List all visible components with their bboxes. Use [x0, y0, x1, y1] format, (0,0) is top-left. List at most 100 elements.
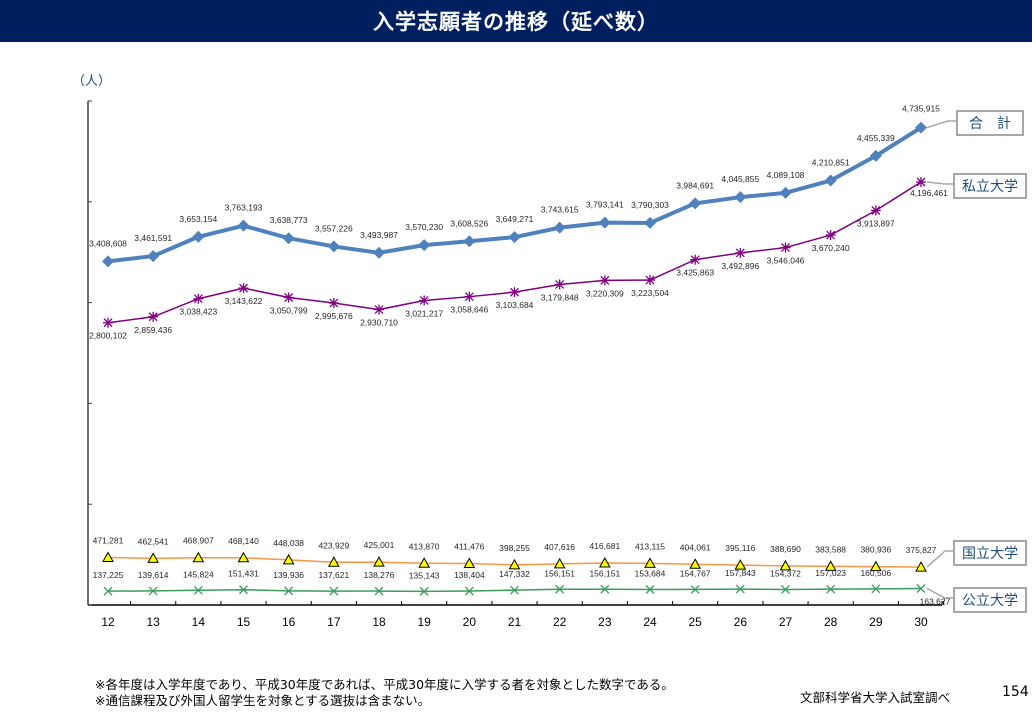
data-point-national: [463, 557, 476, 569]
data-label-private: 3,103,684: [496, 300, 534, 310]
data-label-total: 4,210,851: [812, 158, 850, 168]
data-label-public: 157,843: [725, 568, 756, 578]
data-label-national: 468,907: [183, 536, 214, 546]
page-title: 入学志願者の推移（延べ数）: [373, 10, 659, 34]
data-label-total: 3,793,141: [586, 200, 624, 210]
data-point-public: [690, 584, 700, 594]
data-label-total: 3,653,154: [179, 214, 217, 224]
data-label-public: 160,506: [860, 568, 891, 578]
leader-line-national: [926, 550, 953, 568]
data-label-public: 135,143: [409, 570, 440, 580]
legend-label-national: 国立大学: [953, 540, 1027, 566]
data-label-private: 4,196,461: [910, 188, 948, 198]
data-label-national: 388,690: [770, 544, 801, 554]
x-tick-label: 25: [688, 615, 702, 629]
x-tick-label: 28: [824, 615, 838, 629]
data-label-private: 2,930,710: [360, 318, 398, 328]
data-label-private: 2,859,436: [134, 325, 172, 335]
data-point-national: [915, 561, 927, 572]
data-label-private: 3,913,897: [857, 218, 895, 228]
data-label-national: 380,936: [860, 545, 891, 555]
data-point-national: [598, 556, 611, 568]
data-point-total: [373, 246, 385, 259]
data-point-public: [555, 584, 565, 594]
data-label-public: 154,767: [680, 568, 711, 578]
data-point-national: [373, 556, 385, 567]
data-label-national: 411,476: [454, 542, 484, 552]
data-point-public: [193, 585, 203, 595]
data-label-national: 375,827: [906, 545, 937, 555]
data-point-public: [239, 585, 248, 595]
data-label-national: 413,870: [409, 541, 440, 551]
data-point-public: [284, 586, 294, 596]
data-point-total: [644, 216, 656, 229]
data-point-national: [192, 551, 205, 563]
data-point-total: [147, 250, 160, 263]
data-label-private: 3,038,423: [179, 307, 217, 317]
data-point-public: [916, 584, 926, 593]
data-label-private: 3,546,046: [767, 256, 805, 266]
header-bar: 入学志願者の推移（延べ数）: [0, 0, 1032, 42]
data-label-public: 163,627: [920, 597, 951, 607]
data-point-total: [734, 191, 747, 204]
data-label-total: 4,089,108: [767, 170, 805, 180]
data-label-total: 3,608,526: [450, 218, 488, 228]
data-point-national: [418, 557, 431, 568]
data-label-public: 139,614: [138, 570, 169, 580]
leader-line-private: [926, 181, 953, 185]
data-point-total: [689, 197, 702, 210]
data-point-public: [419, 586, 429, 596]
data-label-total: 4,735,915: [902, 104, 940, 114]
data-point-public: [374, 586, 384, 596]
data-label-private: 3,021,217: [405, 308, 443, 318]
data-label-public: 145,824: [183, 569, 214, 579]
data-label-national: 413,115: [635, 541, 665, 551]
x-tick-label: 21: [508, 615, 522, 629]
data-label-private: 3,492,896: [721, 261, 759, 271]
data-label-national: 471,281: [93, 535, 124, 545]
data-label-private: 3,223,504: [631, 288, 669, 298]
data-label-national: 425,001: [364, 540, 395, 550]
data-point-public: [329, 586, 339, 596]
data-label-private: 3,143,622: [225, 296, 263, 306]
data-point-public: [781, 584, 790, 594]
data-label-private: 3,220,309: [586, 288, 624, 298]
footnote-1: ※各年度は入学年度であり、平成30年度であれば、平成30年度に入学する者を対象と…: [95, 677, 674, 692]
data-label-total: 3,763,193: [225, 203, 263, 213]
x-tick-label: 27: [779, 615, 793, 629]
data-label-private: 3,058,646: [450, 305, 488, 315]
data-point-total: [192, 230, 205, 243]
legend-label-public: 公立大学: [953, 587, 1027, 613]
data-label-private: 3,425,863: [676, 268, 714, 278]
data-label-public: 153,684: [635, 569, 666, 579]
data-label-national: 416,681: [589, 541, 620, 551]
data-point-total: [779, 186, 792, 199]
data-label-private: 2,995,676: [315, 311, 353, 321]
x-tick-label: 24: [643, 615, 657, 629]
data-label-private: 3,670,240: [812, 243, 850, 253]
data-point-national: [869, 560, 882, 572]
data-point-total: [102, 255, 114, 268]
data-label-private: 2,800,102: [89, 331, 127, 341]
footnote-2: ※通信課程及び外国人留学生を対象とする選抜は含まない。: [95, 693, 431, 708]
footnotes: ※各年度は入学年度であり、平成30年度であれば、平成30年度に入学する者を対象と…: [95, 677, 674, 709]
data-point-public: [148, 586, 158, 596]
data-label-national: 398,255: [499, 543, 530, 553]
data-point-public: [735, 584, 745, 594]
source-note: 文部科学省大学入試室調べ: [800, 690, 951, 705]
data-label-national: 395,116: [725, 543, 755, 553]
data-label-public: 137,621: [318, 570, 349, 580]
data-point-total: [915, 121, 927, 134]
data-label-total: 4,455,339: [857, 133, 895, 143]
x-tick-label: 29: [869, 615, 883, 629]
data-point-public: [464, 586, 474, 596]
data-point-national: [327, 556, 340, 567]
data-point-public: [826, 584, 836, 594]
data-point-public: [600, 584, 610, 594]
data-label-public: 154,372: [770, 568, 801, 578]
data-label-total: 3,557,226: [315, 223, 353, 233]
data-point-total: [327, 240, 340, 253]
data-label-public: 147,332: [499, 569, 530, 579]
data-point-national: [553, 557, 566, 569]
